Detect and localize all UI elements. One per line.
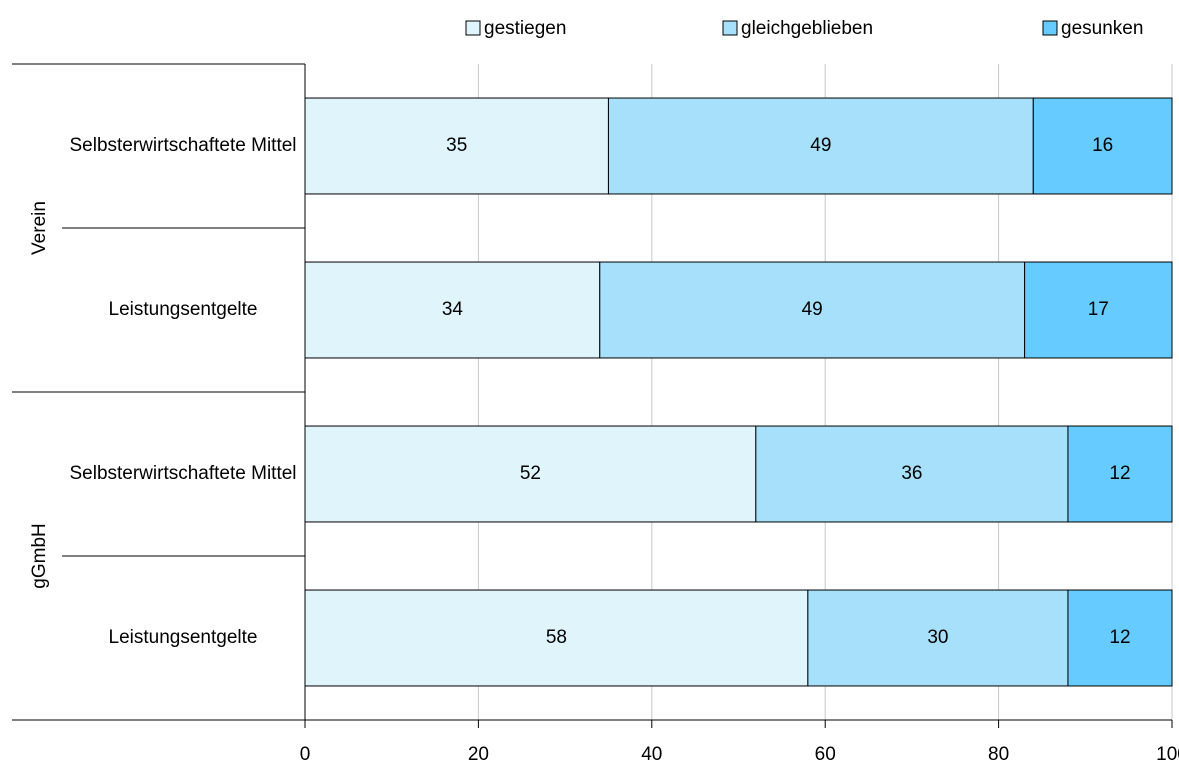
x-tick-label: 100 [1156,744,1179,765]
data-label: 34 [442,299,464,320]
y-tick-label: Leistungsentgelte [108,299,258,320]
data-label: 12 [1109,463,1130,484]
x-tick-label: 80 [988,744,1009,765]
data-label: 30 [927,627,948,648]
data-label: 52 [520,463,541,484]
legend-label: gleichgeblieben [741,18,873,39]
bar-segment [304,589,809,687]
data-label: 35 [446,135,467,156]
data-label: 58 [546,627,567,648]
x-tick-label: 0 [300,744,311,765]
legend-swatch [465,20,481,36]
x-tick-label: 40 [641,744,662,765]
legend-swatch [1042,20,1058,36]
bar-segment [807,589,1069,687]
x-tick-label: 60 [815,744,836,765]
bar-segment [304,425,757,523]
data-label: 49 [810,135,831,156]
bar-segment [1067,425,1173,523]
bar-segment [1067,589,1173,687]
legend-label: gesunken [1061,18,1143,39]
bar-segment [755,425,1069,523]
data-label: 16 [1092,135,1113,156]
legend-label: gestiegen [484,18,566,39]
y-tick-label: Selbsterwirtschaftete Mittel [69,135,297,156]
group-label: gGmbH [29,523,50,588]
bar-segment [1024,261,1173,359]
legend-swatch [722,20,738,36]
data-label: 17 [1088,299,1109,320]
group-label: Verein [29,201,50,255]
bar-segment [1032,97,1173,195]
data-label: 49 [802,299,823,320]
y-tick-label: Leistungsentgelte [108,627,258,648]
data-label: 36 [901,463,922,484]
bar-segment [304,97,609,195]
y-tick-label: Selbsterwirtschaftete Mittel [69,463,297,484]
bar-segment [607,97,1034,195]
bar-segment [304,261,601,359]
data-label: 12 [1109,627,1130,648]
x-tick-label: 20 [468,744,489,765]
